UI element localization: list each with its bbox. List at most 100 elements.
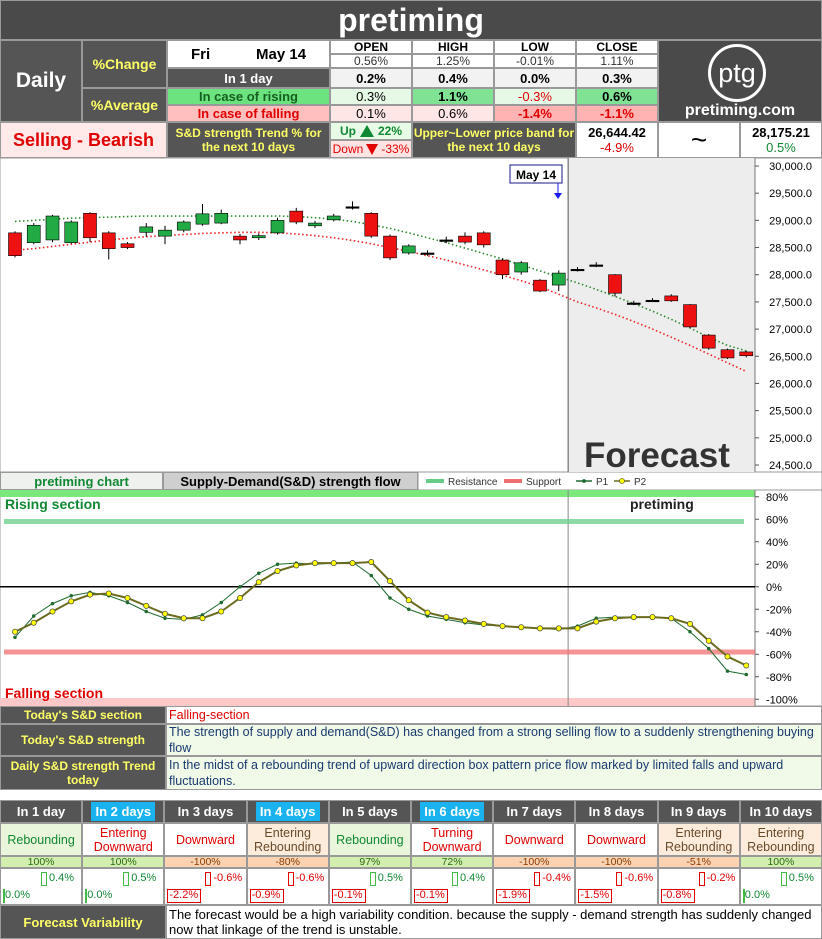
band-separator: ~ xyxy=(658,122,740,158)
day-low: -0.1% xyxy=(416,889,445,901)
change-value: 1.25% xyxy=(412,54,494,68)
candle-body xyxy=(195,213,210,225)
day-high: -0.6% xyxy=(624,872,654,884)
up-value: 22% xyxy=(377,124,403,138)
candle-body xyxy=(383,235,397,259)
sd-point xyxy=(31,614,36,618)
sd-point xyxy=(407,607,411,611)
legend: Resistance Support P1 P2 xyxy=(418,472,822,490)
candle-body xyxy=(570,268,585,272)
day-label: In 2 days xyxy=(91,802,156,821)
day-strength: 100% xyxy=(0,856,83,868)
falling-label: Falling section xyxy=(5,685,103,701)
candle-body xyxy=(626,302,641,305)
down-arrow xyxy=(366,143,379,155)
candle-body xyxy=(533,279,547,292)
day-high: 0.4% xyxy=(49,872,75,884)
sd-point xyxy=(725,669,730,673)
candle-body xyxy=(101,232,116,249)
chart-label: pretiming chart xyxy=(0,472,163,490)
sd-point xyxy=(687,620,693,627)
low-box xyxy=(414,889,448,903)
sd-point xyxy=(30,619,37,626)
date-cell: Fri May 14 xyxy=(167,40,330,68)
sd-point xyxy=(744,672,748,677)
row-label: In case of rising xyxy=(167,88,330,105)
low-box xyxy=(167,889,202,903)
site-name: pretiming.com xyxy=(684,102,796,119)
legend-label: Resistance xyxy=(448,477,498,488)
sd-point xyxy=(293,562,300,569)
row-value: 0.1% xyxy=(330,105,412,122)
y-tick-label: 24,500.0 xyxy=(769,460,812,472)
day-strength: -100% xyxy=(164,856,247,868)
day-low: -0.9% xyxy=(251,889,281,901)
sd-point xyxy=(144,609,149,614)
day-label: In 5 days xyxy=(342,804,398,819)
sd-line xyxy=(14,560,747,667)
day-strength: 97% xyxy=(328,856,411,868)
day-state: Downward xyxy=(493,823,576,856)
y-tick-label: 80% xyxy=(766,492,788,504)
bar-box xyxy=(534,872,541,886)
sd-point xyxy=(312,560,318,567)
status-label: Today's S&D section xyxy=(0,706,166,724)
bar-box xyxy=(369,872,376,886)
candle-body xyxy=(420,252,435,255)
bar-box xyxy=(287,872,294,886)
day-bars: -0.2% -0.8% xyxy=(657,868,740,905)
y-tick-label: 26,000.0 xyxy=(769,378,812,390)
day-bars: -0.6% -0.9% xyxy=(246,868,329,905)
candle-body xyxy=(645,299,660,303)
lower-change: -4.9% xyxy=(600,140,634,155)
candle-body xyxy=(45,215,60,241)
day-bars: 0.4% -0.1% xyxy=(411,868,494,905)
sd-point xyxy=(706,646,711,651)
column-header: LOW xyxy=(494,40,576,54)
candle-body xyxy=(608,274,622,294)
candle-body xyxy=(551,272,566,286)
legend-swatch xyxy=(426,479,444,483)
level-band xyxy=(4,519,744,524)
sd-point xyxy=(612,615,618,622)
y-tick-label: -20% xyxy=(766,604,792,616)
day-bars: -0.6% -1.5% xyxy=(575,868,658,905)
day-header: In 9 days xyxy=(657,800,740,823)
candle-body xyxy=(64,221,79,243)
legend-label: Support xyxy=(526,477,561,488)
upper-band: 28,175.21 0.5% xyxy=(740,122,822,158)
lower-price: 26,644.42 xyxy=(588,125,646,140)
candle-body xyxy=(308,222,322,227)
bar-box xyxy=(616,872,623,886)
y-tick-label: 40% xyxy=(766,537,788,549)
candle-body xyxy=(664,295,679,302)
status-text: In the midst of a rebounding trend of up… xyxy=(166,756,822,790)
day-low: 0.0% xyxy=(5,889,31,901)
day-low: -1.9% xyxy=(498,889,527,901)
bar-box xyxy=(698,872,705,886)
day-header: In 10 days xyxy=(739,800,822,823)
sd-point xyxy=(12,628,18,635)
day-header: In 3 days xyxy=(164,800,247,823)
row-value: 0.3% xyxy=(576,68,658,88)
y-tick-label: 28,000.0 xyxy=(769,270,812,282)
day-state: Downward xyxy=(164,823,247,856)
candle-body xyxy=(701,334,716,349)
day-bars: -0.6% -2.2% xyxy=(164,868,247,905)
day-state: Rebounding xyxy=(328,823,411,856)
y-tick-label: 25,500.0 xyxy=(769,406,812,418)
candle-body xyxy=(683,304,697,328)
candle-body xyxy=(458,235,472,243)
sd-point xyxy=(369,573,374,578)
legend-label: P1 xyxy=(596,477,609,488)
sd-point xyxy=(49,608,56,615)
row-value: 1.1% xyxy=(412,88,494,105)
low-box xyxy=(85,889,89,903)
sd-point xyxy=(480,620,487,627)
lower-band: 26,644.42 -4.9% xyxy=(576,122,658,158)
watermark: pretiming xyxy=(630,496,694,512)
candle-body xyxy=(176,221,191,231)
legend-swatch xyxy=(504,479,522,483)
sd-point xyxy=(405,597,412,604)
